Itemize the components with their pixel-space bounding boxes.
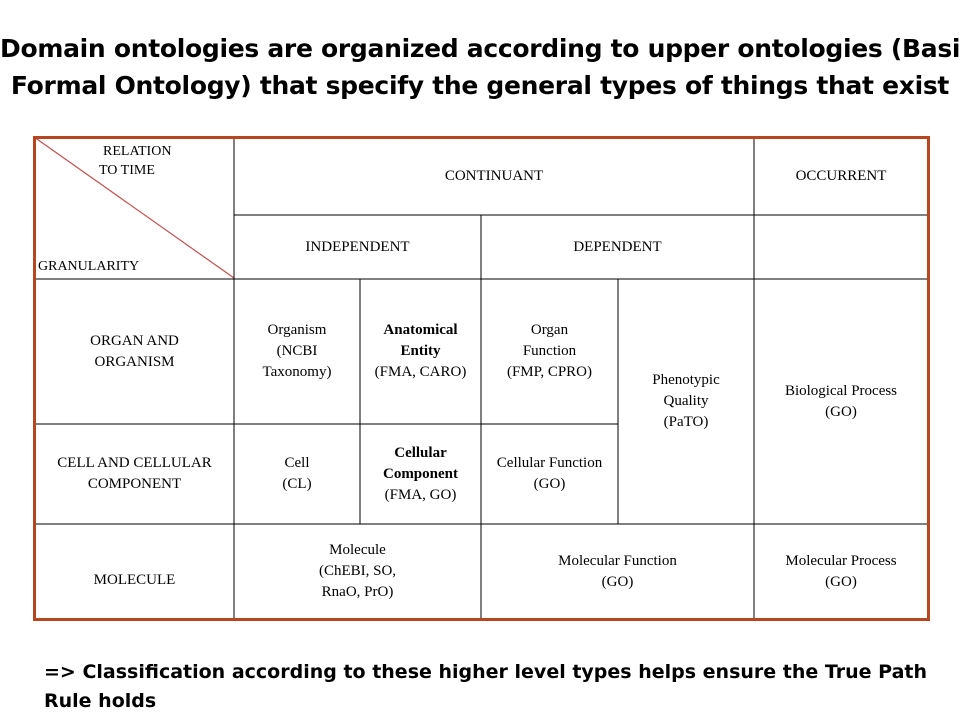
footer-note: => Classification according to these hig… bbox=[44, 658, 944, 716]
cellular-component-line-3: (FMA, GO) bbox=[384, 486, 457, 503]
anatomical-line-2: Entity bbox=[400, 343, 441, 359]
anatomical-line-1: Anatomical bbox=[383, 322, 458, 338]
cell-cellular-function: Cellular Function (GO) bbox=[481, 424, 618, 524]
footer-line-2: Rule holds bbox=[44, 690, 157, 712]
row-header-molecule: MOLECULE bbox=[35, 524, 234, 619]
molecule-line-2: (ChEBI, SO, bbox=[318, 563, 397, 579]
phenotypic-line-2: Quality bbox=[663, 393, 709, 409]
row-header-cell: CELL AND CELLULAR COMPONENT bbox=[35, 424, 234, 524]
molecular-function-line-1: Molecular Function bbox=[558, 552, 677, 569]
header-dependent: DEPENDENT bbox=[481, 215, 754, 279]
cell-organism: Organism (NCBI Taxonomy) bbox=[234, 279, 360, 424]
header-independent: INDEPENDENT bbox=[234, 215, 481, 279]
row-cell-line-1: CELL AND CELLULAR bbox=[57, 455, 212, 471]
cellular-component-line-2: Component bbox=[382, 465, 458, 482]
cell-anatomical-entity: Anatomical Entity (FMA, CARO) bbox=[360, 279, 481, 424]
row-organ-line-2: ORGANISM bbox=[94, 353, 175, 370]
cell-cl-line-1: Cell bbox=[284, 455, 310, 471]
header-continuant-text: CONTINUANT bbox=[444, 168, 544, 184]
cell-organ-function: Organ Function (FMP, CPRO) bbox=[481, 279, 618, 424]
bio-process-line-2: (GO) bbox=[825, 403, 857, 420]
molecular-function-line-2: (GO) bbox=[601, 573, 634, 590]
organism-line-1: Organism bbox=[267, 322, 327, 338]
row-organ-line-1: ORGAN AND bbox=[90, 332, 179, 349]
cellular-function-line-1: Cellular Function bbox=[496, 455, 603, 471]
cell-cl-line-2: (CL) bbox=[282, 476, 312, 492]
cellular-component-line-1: Cellular bbox=[394, 444, 447, 461]
title-line-2: Formal Ontology) that specify the genera… bbox=[10, 71, 950, 100]
organism-line-2: (NCBI bbox=[276, 343, 318, 359]
cell-cellular-component: Cellular Component (FMA, GO) bbox=[360, 424, 481, 524]
molecule-line-3: RnaO, PrO) bbox=[321, 584, 394, 600]
row-header-organ: ORGAN AND ORGANISM bbox=[35, 279, 234, 424]
cell-biological-process: Biological Process (GO) bbox=[754, 279, 928, 524]
bio-process-line-1: Biological Process bbox=[784, 382, 898, 399]
corner-diagonal-line bbox=[33, 136, 235, 279]
cell-phenotypic-quality: Phenotypic Quality (PaTO) bbox=[618, 279, 754, 524]
relation-label-line-1: RELATION bbox=[103, 144, 172, 159]
cell-molecular-function: Molecular Function (GO) bbox=[481, 524, 754, 619]
slide-title: Domain ontologies are organized accordin… bbox=[0, 30, 960, 104]
table-grid-lines bbox=[33, 136, 930, 621]
header-dependent-text: DEPENDENT bbox=[573, 238, 662, 255]
row-cell-line-2: COMPONENT bbox=[87, 476, 182, 492]
phenotypic-line-1: Phenotypic bbox=[652, 372, 720, 388]
molecular-process-line-1: Molecular Process bbox=[785, 552, 897, 569]
cell-molecule: Molecule (ChEBI, SO, RnaO, PrO) bbox=[234, 524, 481, 619]
relation-label-line-2: TO TIME bbox=[99, 163, 155, 178]
header-occurrent: OCCURRENT bbox=[754, 138, 928, 215]
organ-function-line-3: (FMP, CPRO) bbox=[506, 364, 593, 380]
title-line-1: Domain ontologies are organized accordin… bbox=[0, 34, 960, 63]
cellular-function-line-2: (GO) bbox=[533, 476, 566, 492]
anatomical-line-3: (FMA, CARO) bbox=[374, 364, 467, 380]
molecular-process-line-2: (GO) bbox=[825, 573, 857, 590]
row-molecule-text: MOLECULE bbox=[93, 572, 176, 588]
organ-function-line-1: Organ bbox=[530, 322, 569, 338]
header-continuant: CONTINUANT bbox=[234, 138, 754, 215]
footer-line-1: => Classification according to these hig… bbox=[44, 661, 928, 683]
header-independent-text: INDEPENDENT bbox=[305, 238, 410, 255]
cell-cell-cl: Cell (CL) bbox=[234, 424, 360, 524]
granularity-label: GRANULARITY bbox=[38, 259, 140, 274]
relation-to-time-label: RELATION TO TIME bbox=[99, 142, 203, 180]
phenotypic-line-3: (PaTO) bbox=[663, 414, 709, 430]
table-border bbox=[33, 136, 930, 621]
organism-line-3: Taxonomy) bbox=[262, 364, 332, 380]
organ-function-line-2: Function bbox=[522, 343, 577, 359]
header-occurrent-text: OCCURRENT bbox=[795, 168, 887, 184]
molecule-line-1: Molecule bbox=[329, 542, 386, 558]
cell-molecular-process: Molecular Process (GO) bbox=[754, 524, 928, 619]
ontology-table: RELATION TO TIME GRANULARITY CONTINUANT … bbox=[33, 136, 930, 621]
